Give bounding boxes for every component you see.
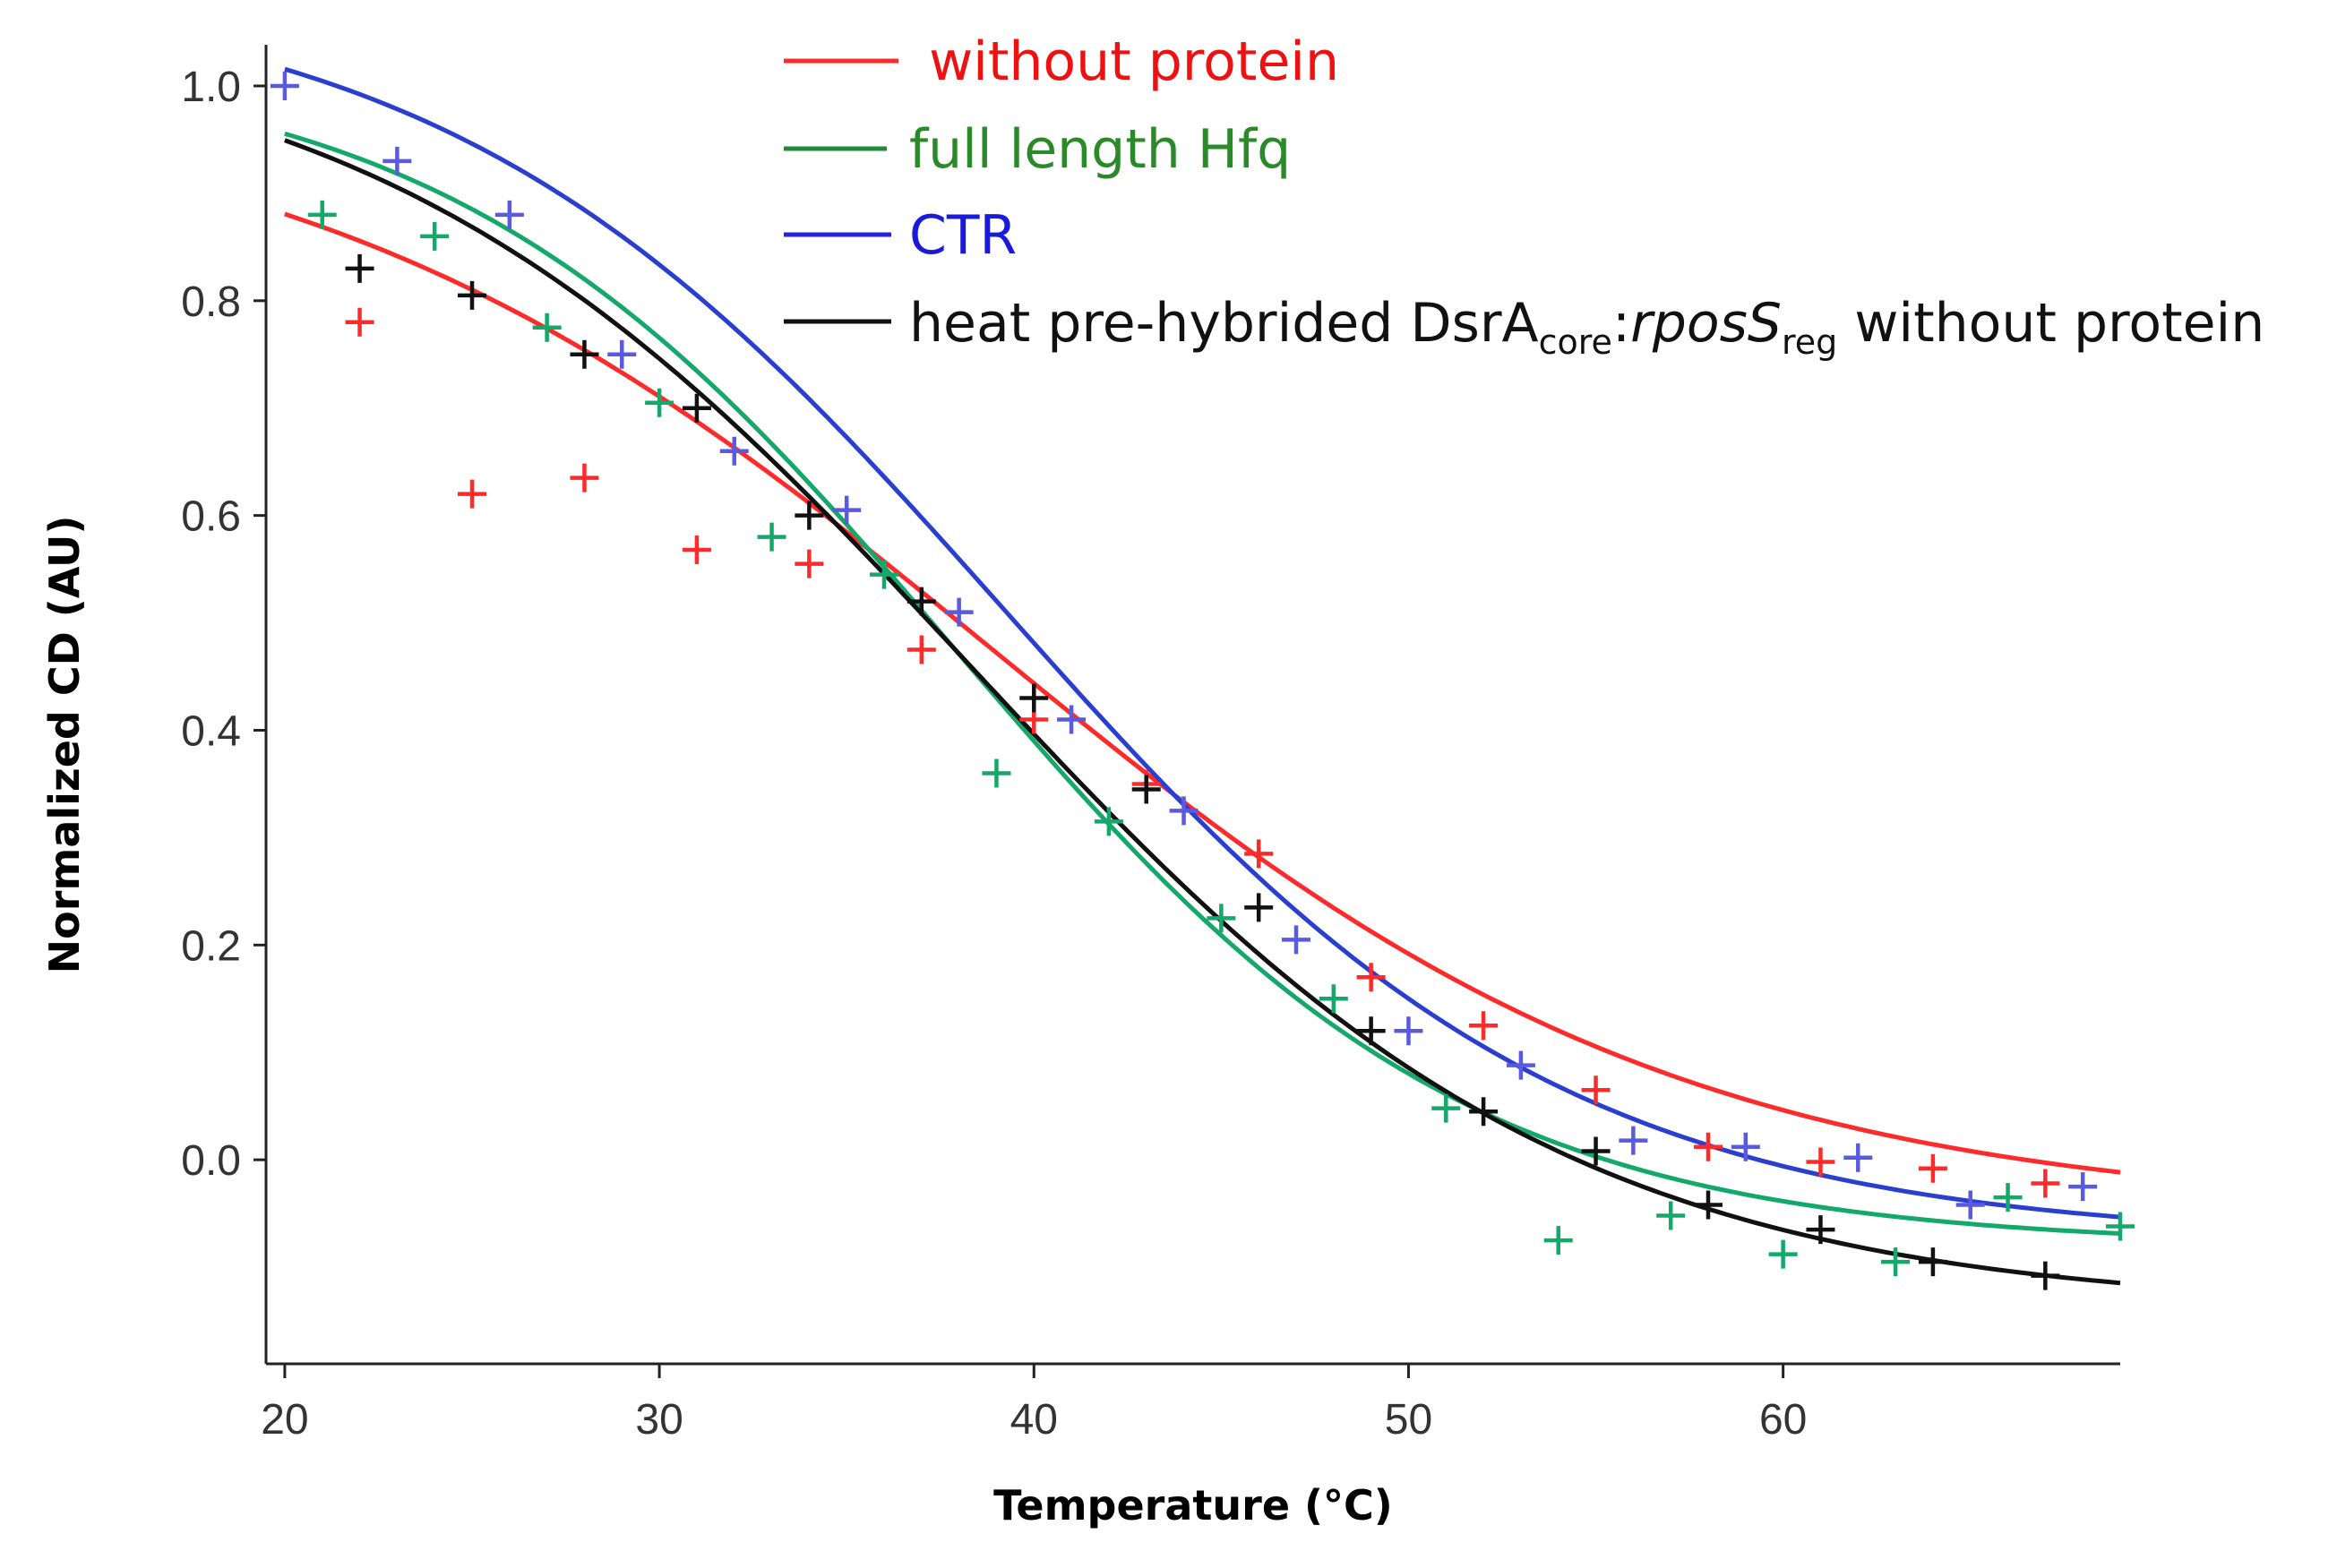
- x-tick-label: 40: [1010, 1396, 1058, 1444]
- y-tick-label: 0.4: [181, 707, 241, 755]
- data-point-series-1: [1431, 1093, 1461, 1123]
- data-point-series-3: [1581, 1136, 1611, 1166]
- data-point-series-0: [1356, 963, 1386, 992]
- legend-label-black-colon: :: [1612, 292, 1630, 355]
- data-point-series-2: [1057, 705, 1087, 734]
- data-point-series-1: [645, 388, 674, 417]
- data-point-series-1: [1993, 1183, 2023, 1212]
- y-axis-title: Normalized CD (AU): [40, 516, 89, 974]
- x-axis-title: Temperature (°C): [993, 1481, 1393, 1529]
- data-point-series-0: [682, 536, 711, 565]
- data-point-series-3: [1356, 1016, 1386, 1046]
- data-point-series-2: [270, 71, 299, 100]
- data-point-series-3: [1469, 1097, 1499, 1127]
- y-tick-label: 1.0: [181, 64, 241, 111]
- legend-label-black-italic: rposS: [1630, 292, 1782, 355]
- data-point-series-1: [1094, 807, 1123, 836]
- fit-curves: [284, 66, 2121, 1286]
- legend-label-black-tail: without protein: [1837, 292, 2264, 355]
- data-point-series-0: [345, 307, 374, 337]
- legend-label-red: without protein: [912, 30, 1339, 93]
- data-point-series-1: [420, 221, 450, 251]
- data-point-series-2: [1506, 1050, 1535, 1080]
- data-point-series-0: [1806, 1147, 1835, 1177]
- data-point-series-2: [1394, 1016, 1423, 1046]
- data-point-series-3: [1918, 1247, 1947, 1277]
- data-point-series-3: [1806, 1215, 1835, 1245]
- data-point-series-3: [2031, 1261, 2060, 1290]
- data-point-series-0: [2031, 1169, 2060, 1198]
- legend: without protein full length Hfq CTR heat…: [784, 30, 2264, 362]
- data-markers: [270, 71, 2135, 1290]
- data-point-series-3: [345, 253, 374, 283]
- data-point-series-2: [1731, 1132, 1760, 1161]
- x-tick-label: 50: [1385, 1396, 1432, 1444]
- data-point-series-3: [906, 587, 936, 616]
- data-point-series-2: [944, 597, 974, 627]
- data-point-series-1: [982, 758, 1011, 788]
- data-point-series-2: [1843, 1143, 1873, 1172]
- data-point-series-2: [1955, 1190, 1985, 1220]
- data-point-series-1: [307, 200, 337, 229]
- fit-curve-series-1: [284, 131, 2121, 1236]
- legend-label-green: full length Hfq: [909, 118, 1291, 181]
- data-point-series-1: [1881, 1247, 1911, 1277]
- data-point-series-3: [570, 339, 599, 369]
- data-point-series-1: [1768, 1239, 1798, 1269]
- data-point-series-2: [1619, 1126, 1648, 1155]
- data-point-series-0: [1581, 1075, 1611, 1105]
- legend-label-black: heat pre-hybrided DsrAcore:rposSreg with…: [909, 292, 2264, 362]
- data-point-series-0: [1918, 1153, 1947, 1183]
- data-point-series-2: [832, 495, 862, 525]
- data-point-series-2: [494, 200, 524, 229]
- fit-curve-series-0: [284, 211, 2121, 1175]
- data-point-series-3: [682, 393, 711, 423]
- fit-curve-series-3: [284, 138, 2121, 1286]
- y-tick-label: 0.2: [181, 922, 241, 970]
- legend-label-black-main: heat pre-hybrided DsrA: [909, 292, 1539, 355]
- data-point-series-1: [870, 560, 898, 589]
- data-point-series-2: [719, 436, 749, 466]
- data-point-series-1: [757, 522, 786, 552]
- data-point-series-2: [2068, 1172, 2098, 1202]
- data-point-series-0: [1694, 1132, 1723, 1161]
- data-point-series-3: [458, 280, 486, 310]
- data-point-series-0: [458, 479, 486, 509]
- data-point-series-3: [1131, 775, 1161, 804]
- axes: 0.0 0.2 0.4 0.6 0.8 1.0 20 30 40 50 60 Temperature …: [40, 45, 2120, 1529]
- data-point-series-3: [1019, 683, 1049, 713]
- data-point-series-1: [532, 313, 562, 342]
- x-tick-label: 20: [261, 1396, 308, 1444]
- data-point-series-2: [1282, 925, 1310, 955]
- x-tick-label: 60: [1759, 1396, 1807, 1444]
- data-point-series-3: [1244, 893, 1274, 922]
- data-point-series-0: [906, 635, 936, 664]
- legend-label-black-sub2: reg: [1782, 322, 1837, 362]
- data-point-series-0: [570, 463, 599, 493]
- fit-curve-series-2: [284, 66, 2121, 1220]
- data-point-series-1: [1319, 984, 1348, 1014]
- data-point-series-0: [795, 549, 824, 578]
- data-point-series-0: [1469, 1011, 1499, 1041]
- data-point-series-0: [1244, 839, 1274, 869]
- legend-label-black-sub1: core: [1539, 322, 1612, 362]
- y-tick-label: 0.0: [181, 1137, 241, 1185]
- data-point-series-1: [1656, 1201, 1686, 1230]
- legend-label-blue: CTR: [909, 204, 1017, 267]
- data-point-series-1: [2106, 1212, 2135, 1241]
- data-point-series-3: [1694, 1190, 1723, 1220]
- data-point-series-1: [1543, 1226, 1573, 1255]
- x-tick-label: 30: [635, 1396, 683, 1444]
- data-point-series-3: [795, 501, 824, 530]
- data-point-series-1: [1207, 904, 1236, 933]
- y-tick-label: 0.6: [181, 493, 241, 541]
- data-point-series-2: [382, 146, 412, 176]
- y-tick-label: 0.8: [181, 278, 241, 326]
- data-point-series-2: [607, 339, 637, 369]
- data-point-series-2: [1169, 796, 1199, 826]
